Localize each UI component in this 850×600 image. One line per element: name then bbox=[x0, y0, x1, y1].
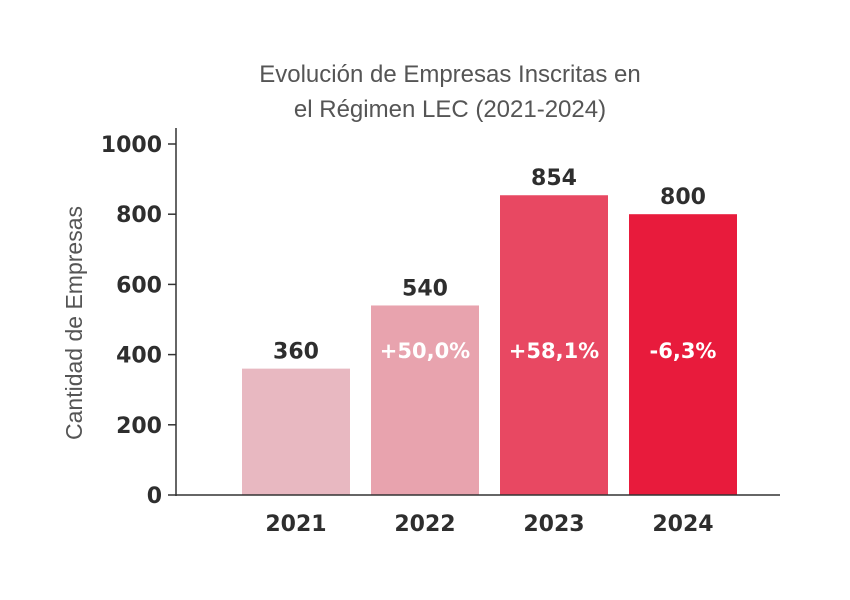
y-axis-label: Cantidad de Empresas bbox=[61, 206, 87, 440]
value-labels: 360 540 854 800 bbox=[273, 166, 706, 364]
value-label-2021: 360 bbox=[273, 340, 319, 365]
change-labels: +50,0% +58,1% -6,3% bbox=[380, 339, 717, 363]
value-label-2023: 854 bbox=[531, 166, 577, 191]
y-tick-label: 800 bbox=[116, 203, 162, 228]
chart-title-line-2: el Régimen LEC (2021-2024) bbox=[294, 96, 606, 123]
x-axis-labels: 2021 2022 2023 2024 bbox=[265, 512, 713, 537]
y-tick-label: 400 bbox=[116, 344, 162, 369]
chart-title-line-1: Evolución de Empresas Inscritas en bbox=[259, 61, 641, 88]
bar-2023 bbox=[500, 195, 608, 495]
bar-2021 bbox=[242, 368, 350, 495]
x-tick-label-2023: 2023 bbox=[523, 512, 584, 537]
bar-2022 bbox=[371, 305, 479, 495]
x-tick-label-2022: 2022 bbox=[394, 512, 455, 537]
change-label-2023: +58,1% bbox=[509, 339, 599, 363]
x-tick-label-2021: 2021 bbox=[265, 512, 326, 537]
value-label-2022: 540 bbox=[402, 276, 448, 301]
x-tick-label-2024: 2024 bbox=[652, 512, 713, 537]
y-axis-ticks: 0 200 400 600 800 1000 bbox=[101, 133, 176, 509]
y-tick-label: 600 bbox=[116, 273, 162, 298]
y-tick-label: 200 bbox=[116, 414, 162, 439]
chart-title: Evolución de Empresas Inscritas en el Ré… bbox=[259, 61, 641, 123]
bars bbox=[242, 195, 737, 495]
bar-2024 bbox=[629, 214, 737, 495]
change-label-2024: -6,3% bbox=[650, 339, 717, 363]
y-tick-label: 0 bbox=[147, 484, 162, 509]
value-label-2024: 800 bbox=[660, 185, 706, 210]
change-label-2022: +50,0% bbox=[380, 339, 470, 363]
y-tick-label: 1000 bbox=[101, 133, 162, 158]
